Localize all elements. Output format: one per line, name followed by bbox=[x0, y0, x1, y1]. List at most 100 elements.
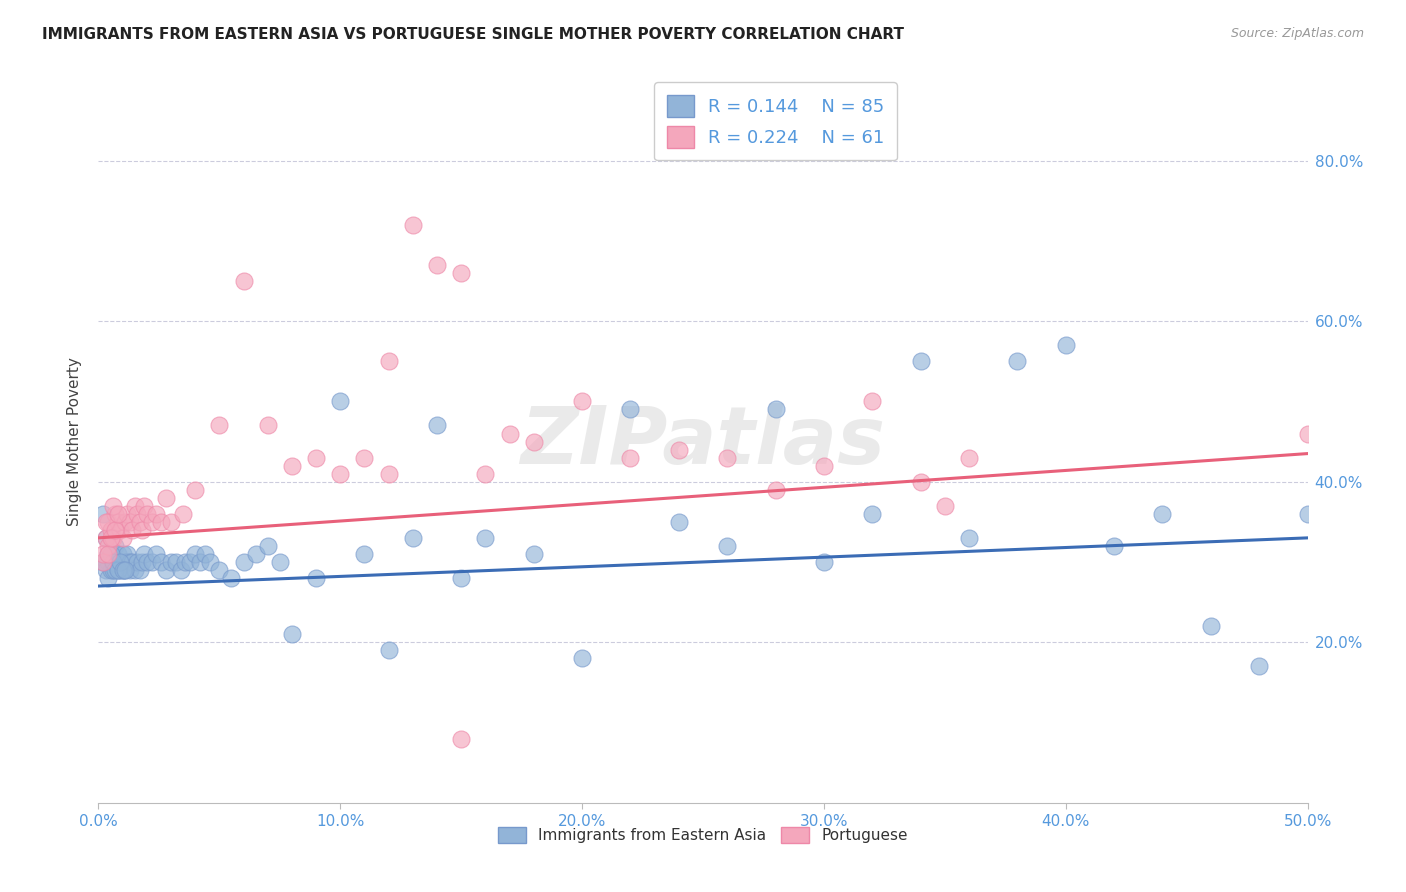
Point bbox=[100, 531, 122, 545]
Point bbox=[1296, 507, 1319, 521]
Point bbox=[121, 555, 143, 569]
Point bbox=[179, 555, 201, 569]
Point bbox=[145, 507, 167, 521]
Point bbox=[208, 563, 231, 577]
Point bbox=[1199, 619, 1222, 633]
Point bbox=[100, 523, 122, 537]
Point bbox=[860, 394, 883, 409]
Point bbox=[97, 555, 120, 569]
Point bbox=[426, 258, 449, 272]
Point bbox=[1296, 426, 1319, 441]
Point bbox=[97, 571, 120, 585]
Point bbox=[114, 555, 136, 569]
Point bbox=[160, 515, 183, 529]
Point bbox=[100, 547, 122, 561]
Point bbox=[353, 547, 375, 561]
Point bbox=[245, 547, 267, 561]
Point bbox=[124, 563, 146, 577]
Point bbox=[134, 547, 156, 561]
Text: IMMIGRANTS FROM EASTERN ASIA VS PORTUGUESE SINGLE MOTHER POVERTY CORRELATION CHA: IMMIGRANTS FROM EASTERN ASIA VS PORTUGUE… bbox=[42, 27, 904, 42]
Point bbox=[94, 563, 117, 577]
Point bbox=[114, 563, 136, 577]
Point bbox=[104, 507, 127, 521]
Point bbox=[1007, 354, 1029, 368]
Point bbox=[1249, 659, 1271, 673]
Point bbox=[141, 555, 163, 569]
Point bbox=[498, 426, 520, 441]
Point bbox=[101, 555, 124, 569]
Point bbox=[124, 499, 146, 513]
Point bbox=[668, 442, 690, 457]
Point bbox=[145, 547, 167, 561]
Point bbox=[104, 523, 127, 537]
Point bbox=[111, 547, 134, 561]
Point bbox=[135, 555, 157, 569]
Point bbox=[957, 531, 980, 545]
Point bbox=[127, 555, 149, 569]
Point bbox=[1102, 539, 1125, 553]
Point bbox=[571, 394, 593, 409]
Point bbox=[305, 571, 328, 585]
Point bbox=[128, 563, 150, 577]
Point bbox=[619, 450, 641, 465]
Point bbox=[208, 418, 231, 433]
Point bbox=[101, 563, 124, 577]
Point bbox=[131, 523, 153, 537]
Point bbox=[118, 515, 141, 529]
Point bbox=[377, 354, 399, 368]
Point bbox=[91, 555, 114, 569]
Point bbox=[118, 555, 141, 569]
Point bbox=[117, 547, 139, 561]
Point bbox=[91, 547, 114, 561]
Point bbox=[107, 515, 129, 529]
Point bbox=[94, 531, 117, 545]
Point bbox=[957, 450, 980, 465]
Point bbox=[474, 531, 496, 545]
Point bbox=[108, 555, 131, 569]
Point bbox=[117, 555, 139, 569]
Point bbox=[329, 394, 352, 409]
Point bbox=[107, 547, 129, 561]
Point bbox=[128, 515, 150, 529]
Point bbox=[94, 531, 117, 545]
Y-axis label: Single Mother Poverty: Single Mother Poverty bbox=[67, 357, 83, 526]
Point bbox=[100, 563, 122, 577]
Point bbox=[134, 499, 156, 513]
Point bbox=[765, 402, 787, 417]
Point bbox=[184, 483, 207, 497]
Point bbox=[165, 555, 187, 569]
Point bbox=[194, 547, 217, 561]
Point bbox=[450, 571, 472, 585]
Point bbox=[114, 563, 136, 577]
Point bbox=[765, 483, 787, 497]
Point bbox=[107, 563, 129, 577]
Point bbox=[934, 499, 956, 513]
Point bbox=[232, 555, 254, 569]
Point bbox=[91, 555, 114, 569]
Point bbox=[281, 458, 304, 473]
Point bbox=[571, 651, 593, 665]
Point bbox=[426, 418, 449, 433]
Point bbox=[523, 434, 546, 449]
Point bbox=[910, 354, 932, 368]
Point bbox=[94, 515, 117, 529]
Point bbox=[101, 499, 124, 513]
Point bbox=[716, 450, 738, 465]
Point bbox=[221, 571, 243, 585]
Point bbox=[450, 731, 472, 746]
Point bbox=[127, 507, 149, 521]
Point bbox=[97, 547, 120, 561]
Point bbox=[269, 555, 291, 569]
Point bbox=[108, 555, 131, 569]
Point bbox=[107, 507, 129, 521]
Point bbox=[172, 507, 194, 521]
Point bbox=[198, 555, 221, 569]
Point bbox=[450, 266, 472, 280]
Point bbox=[174, 555, 197, 569]
Point bbox=[91, 507, 114, 521]
Point bbox=[118, 563, 141, 577]
Text: ZIPatlas: ZIPatlas bbox=[520, 402, 886, 481]
Point bbox=[1152, 507, 1174, 521]
Point bbox=[619, 402, 641, 417]
Point bbox=[150, 515, 173, 529]
